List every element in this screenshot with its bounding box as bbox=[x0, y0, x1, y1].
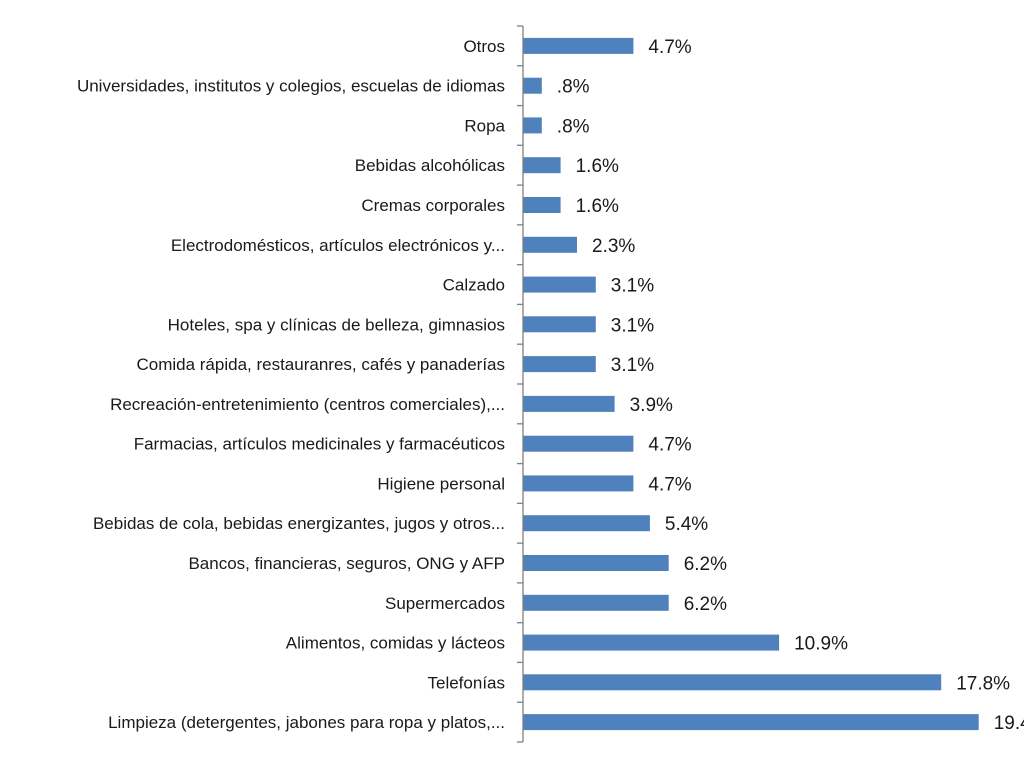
category-label: Telefonías bbox=[428, 673, 506, 692]
data-label: 3.1% bbox=[611, 355, 654, 376]
data-label: 17.8% bbox=[956, 673, 1010, 694]
category-label: Electrodomésticos, artículos electrónico… bbox=[171, 236, 505, 255]
bar bbox=[523, 117, 542, 134]
data-label: 6.2% bbox=[684, 594, 727, 615]
data-label: 6.2% bbox=[684, 554, 727, 575]
category-label: Cremas corporales bbox=[361, 196, 505, 215]
category-labels: Otros Universidades, institutos y colegio… bbox=[77, 37, 506, 732]
bar bbox=[523, 515, 650, 532]
data-label: 1.6% bbox=[576, 156, 619, 177]
data-label: 2.3% bbox=[592, 236, 635, 257]
data-label: 5.4% bbox=[665, 514, 708, 535]
category-label: Ropa bbox=[464, 116, 505, 135]
bar bbox=[523, 316, 596, 333]
bar bbox=[523, 594, 669, 611]
bar bbox=[523, 197, 561, 213]
bar bbox=[523, 157, 561, 174]
category-label: Calzado bbox=[443, 276, 505, 295]
bar bbox=[523, 236, 577, 253]
data-label: 10.9% bbox=[794, 634, 848, 655]
data-label: 1.6% bbox=[576, 196, 619, 217]
bar bbox=[523, 714, 979, 731]
bars bbox=[523, 37, 979, 731]
data-label: 3.1% bbox=[611, 315, 654, 336]
bar bbox=[523, 356, 596, 373]
data-label: 4.7% bbox=[648, 37, 691, 58]
axis-ticks bbox=[517, 25, 523, 743]
category-label: Limpieza (detergentes, jabones para ropa… bbox=[108, 713, 505, 732]
data-label: 4.7% bbox=[648, 435, 691, 456]
bar bbox=[523, 674, 942, 691]
bar bbox=[523, 37, 634, 54]
bar bbox=[523, 475, 634, 492]
category-label: Higiene personal bbox=[377, 474, 505, 493]
bar bbox=[523, 435, 634, 452]
category-label: Comida rápida, restauranres, cafés y pan… bbox=[136, 355, 505, 374]
category-label: Bebidas alcohólicas bbox=[355, 156, 505, 175]
category-label: Bancos, financieras, seguros, ONG y AFP bbox=[188, 554, 505, 573]
category-label: Bebidas de cola, bebidas energizantes, j… bbox=[93, 514, 505, 533]
data-label: .8% bbox=[557, 116, 590, 137]
category-label: Supermercados bbox=[385, 594, 505, 613]
data-label: 4.7% bbox=[648, 474, 691, 495]
bar bbox=[523, 395, 615, 412]
category-label: Otros bbox=[463, 37, 505, 56]
category-label: Farmacias, artículos medicinales y farma… bbox=[134, 435, 505, 454]
bar bbox=[523, 77, 542, 94]
value-labels: 4.7% .8% .8% 1.6% 1.6% 2.3% 3.1% 3.1% 3.1% 3.9% 4.… bbox=[557, 37, 1024, 734]
bar bbox=[523, 555, 669, 571]
category-label: Recreación-entretenimiento (centros come… bbox=[110, 395, 505, 414]
bar bbox=[523, 276, 596, 293]
data-label: 3.1% bbox=[611, 276, 654, 297]
data-label: .8% bbox=[557, 77, 590, 98]
bar bbox=[523, 634, 780, 651]
category-label: Hoteles, spa y clínicas de belleza, gimn… bbox=[168, 315, 505, 334]
data-label: 3.9% bbox=[630, 395, 673, 416]
category-label: Universidades, institutos y colegios, es… bbox=[77, 77, 505, 96]
category-label: Alimentos, comidas y lácteos bbox=[286, 634, 505, 653]
data-label: 19.4% bbox=[994, 713, 1024, 734]
